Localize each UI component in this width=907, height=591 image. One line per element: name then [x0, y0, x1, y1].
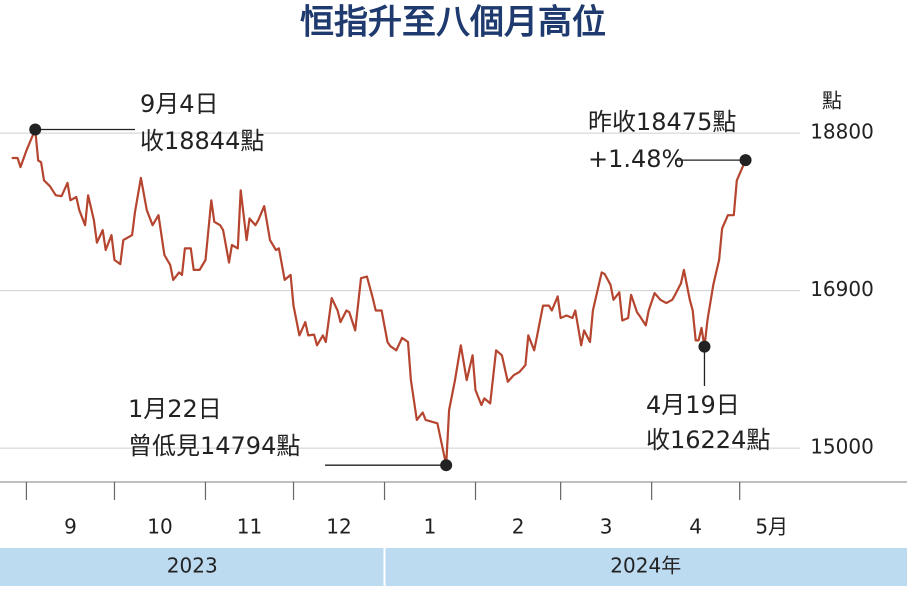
point-marker	[440, 459, 453, 472]
x-tick-label: 1	[424, 515, 437, 539]
annotation: 1月22日	[128, 395, 222, 423]
annotation: 9月4日	[140, 90, 219, 118]
price-line	[11, 128, 747, 467]
chart-title: 恒指升至八個月高位	[300, 3, 606, 43]
year-band	[0, 548, 384, 586]
point-marker	[698, 340, 711, 353]
annotation: 收16224點	[646, 426, 770, 454]
x-tick-label: 12	[326, 515, 351, 539]
x-tick-label: 10	[147, 515, 172, 539]
x-tick-label: 3	[600, 515, 613, 539]
x-tick-label: 4	[689, 515, 702, 539]
x-tick-label: 11	[237, 515, 262, 539]
x-tick-label: 5月	[755, 515, 788, 539]
point-marker	[739, 154, 752, 167]
y-tick-label: 18800	[810, 120, 874, 144]
year-label: 2024年	[610, 554, 681, 578]
annotation: +1.48%	[588, 145, 684, 173]
y-unit: 點	[822, 89, 842, 113]
x-tick-label: 2	[512, 515, 525, 539]
annotation: 昨收18475點	[588, 108, 736, 136]
year-label: 2023	[167, 554, 218, 578]
y-tick-label: 15000	[810, 435, 874, 459]
annotation: 收18844點	[140, 127, 264, 155]
annotation: 4月19日	[646, 391, 740, 419]
annotation: 曾低見14794點	[128, 432, 300, 460]
year-band	[385, 548, 907, 586]
y-tick-label: 16900	[810, 277, 874, 301]
x-tick-label: 9	[64, 515, 77, 539]
point-marker	[29, 123, 42, 136]
